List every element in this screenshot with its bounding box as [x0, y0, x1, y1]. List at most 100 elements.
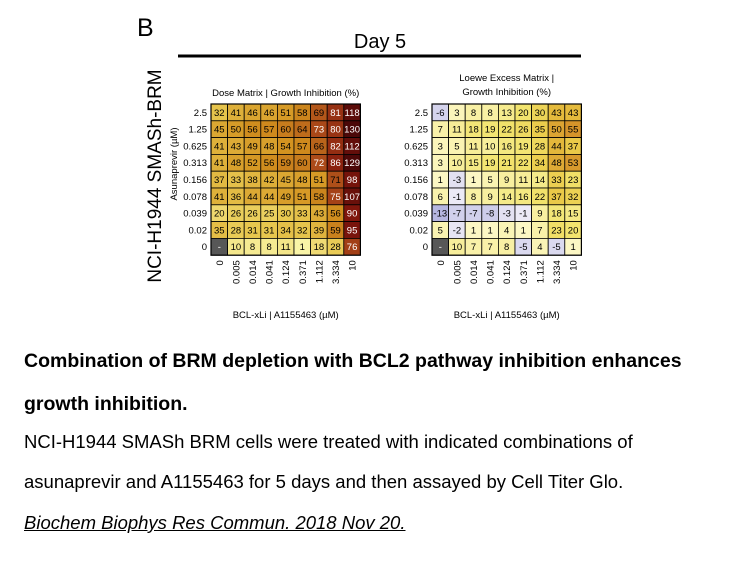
- cell-value-label: 56: [247, 125, 258, 136]
- caption-body-line-1: NCI-H1944 SMASh BRM cells were treated w…: [24, 431, 633, 452]
- cell-value-label: 48: [297, 175, 308, 186]
- cell-value-label: 48: [231, 158, 242, 169]
- cell-value-label: 16: [501, 141, 512, 152]
- cell-value-label: 28: [330, 242, 341, 253]
- cell-value-label: 80: [330, 125, 341, 136]
- cell-value-label: 8: [471, 192, 476, 203]
- y-tick-label: 0.625: [404, 141, 428, 152]
- day-label: Day 5: [354, 31, 406, 53]
- cell-value-label: 44: [551, 141, 562, 152]
- cell-value-label: 43: [314, 209, 325, 220]
- cell-value-label: 73: [314, 125, 325, 136]
- cell-value-label: -6: [436, 108, 444, 119]
- cell-value-label: 20: [214, 209, 225, 220]
- x-tick-label: 3.334: [552, 260, 563, 284]
- cell-value-label: 71: [330, 175, 341, 186]
- cell-value-label: 43: [568, 108, 579, 119]
- cell-value-label: 46: [247, 108, 258, 119]
- cell-value-label: 39: [314, 225, 325, 236]
- cell-value-label: 51: [314, 175, 325, 186]
- cell-value-label: 13: [501, 108, 512, 119]
- loewe-excess-heatmap: Loewe Excess Matrix | Growth Inhibition (…: [404, 73, 582, 321]
- cell-value-label: 1: [521, 225, 526, 236]
- dose-matrix-heatmap: Dose Matrix | Growth Inhibition (%) 32 41 4…: [169, 88, 361, 321]
- cell-value-label: -5: [552, 242, 560, 253]
- cell-value-label: 76: [347, 242, 358, 253]
- cell-value-label: 1: [487, 225, 492, 236]
- caption-body-line-2: asunaprevir and A1155463 for 5 days and …: [24, 471, 624, 492]
- cell-value-label: -8: [486, 209, 494, 220]
- cell-value-label: 37: [214, 175, 225, 186]
- cell-value-label: 3: [438, 141, 443, 152]
- cell-value-label: -1: [453, 192, 461, 203]
- cell-value-label: 28: [231, 225, 242, 236]
- cell-value-label: 20: [518, 108, 529, 119]
- cell-value-label: 60: [297, 158, 308, 169]
- cell-value-label: 49: [280, 192, 291, 203]
- cell-value-label: 5: [438, 225, 443, 236]
- cell-value-label: 11: [518, 175, 528, 186]
- y-tick-label: 0.039: [183, 209, 207, 220]
- cell-value-label: 31: [247, 225, 258, 236]
- cell-value-label: 26: [518, 125, 529, 136]
- y-tick-label: 0.313: [183, 158, 207, 169]
- cell-value-label: 95: [347, 225, 358, 236]
- cell-value-label: 33: [551, 175, 562, 186]
- y-tick-label: 0.078: [183, 192, 207, 203]
- x-tick-label: 0.041: [486, 260, 497, 284]
- cell-value-label: 34: [280, 225, 291, 236]
- cell-value-label: 7: [537, 225, 542, 236]
- cell-value-label: 52: [247, 158, 258, 169]
- cell-value-label: 19: [518, 141, 529, 152]
- cell-value-label: 43: [551, 108, 562, 119]
- cell-value-label: 19: [485, 125, 496, 136]
- y-tick-label: 2.5: [194, 108, 207, 119]
- x-tick-label: 3.334: [331, 260, 342, 284]
- cell-value-label: 1: [300, 242, 305, 253]
- cell-value-label: 37: [568, 141, 579, 152]
- cell-value-label: 5: [487, 175, 492, 186]
- cell-value-label: 23: [568, 175, 579, 186]
- cell-value-label: 38: [247, 175, 258, 186]
- cell-value-label: 22: [535, 192, 546, 203]
- x-tick-label: 0.005: [231, 260, 242, 284]
- cell-value-label: 86: [330, 158, 341, 169]
- cell-value-label: 44: [264, 192, 275, 203]
- x-tick-label: 0.371: [519, 260, 530, 284]
- cell-value-label: -1: [519, 209, 527, 220]
- panel-label: B: [137, 14, 154, 42]
- y-tick-label: 0: [202, 242, 207, 253]
- cell-value-label: 8: [250, 242, 255, 253]
- cell-value-label: 118: [345, 108, 360, 119]
- cell-value-label: 37: [551, 192, 562, 203]
- cell-value-label: 7: [438, 125, 443, 136]
- cell-value-label: 33: [231, 175, 242, 186]
- cell-value-label: 8: [487, 108, 492, 119]
- cell-value-label: 30: [280, 209, 291, 220]
- cell-value-label: 15: [568, 209, 579, 220]
- cell-value-label: 18: [468, 125, 479, 136]
- cell-value-label: 34: [535, 158, 546, 169]
- x-tick-label: 1.112: [535, 260, 546, 283]
- y-tick-label: 0.156: [183, 175, 207, 186]
- cell-value-label: 10: [452, 158, 463, 169]
- figure-panel-b: B Day 5 NCI-H1944 SMASh-BRM Dose Matrix …: [137, 14, 582, 321]
- y-axis-label: Asunaprevir (µM): [169, 127, 180, 200]
- cell-value-label: 22: [518, 158, 529, 169]
- cell-value-label: 45: [214, 125, 225, 136]
- cell-value-label: -2: [453, 225, 461, 236]
- heatmap-border: [431, 103, 582, 256]
- cell-value-label: 41: [214, 192, 225, 203]
- citation-link[interactable]: Biochem Biophys Res Commun. 2018 Nov 20.: [24, 512, 406, 533]
- y-tick-label: 2.5: [415, 108, 428, 119]
- cell-value-label: 14: [535, 175, 546, 186]
- x-tick-label: 10: [348, 260, 359, 271]
- cell-value-label: 18: [551, 209, 562, 220]
- y-tick-label: 1.25: [410, 125, 429, 136]
- cell-value-label: 32: [297, 225, 308, 236]
- x-tick-label: 0.014: [469, 260, 480, 284]
- cell-value-label: 32: [214, 108, 225, 119]
- cell-value-label: 54: [280, 141, 291, 152]
- cell-value-label: 41: [214, 141, 225, 152]
- cell-value-label: 57: [264, 125, 275, 136]
